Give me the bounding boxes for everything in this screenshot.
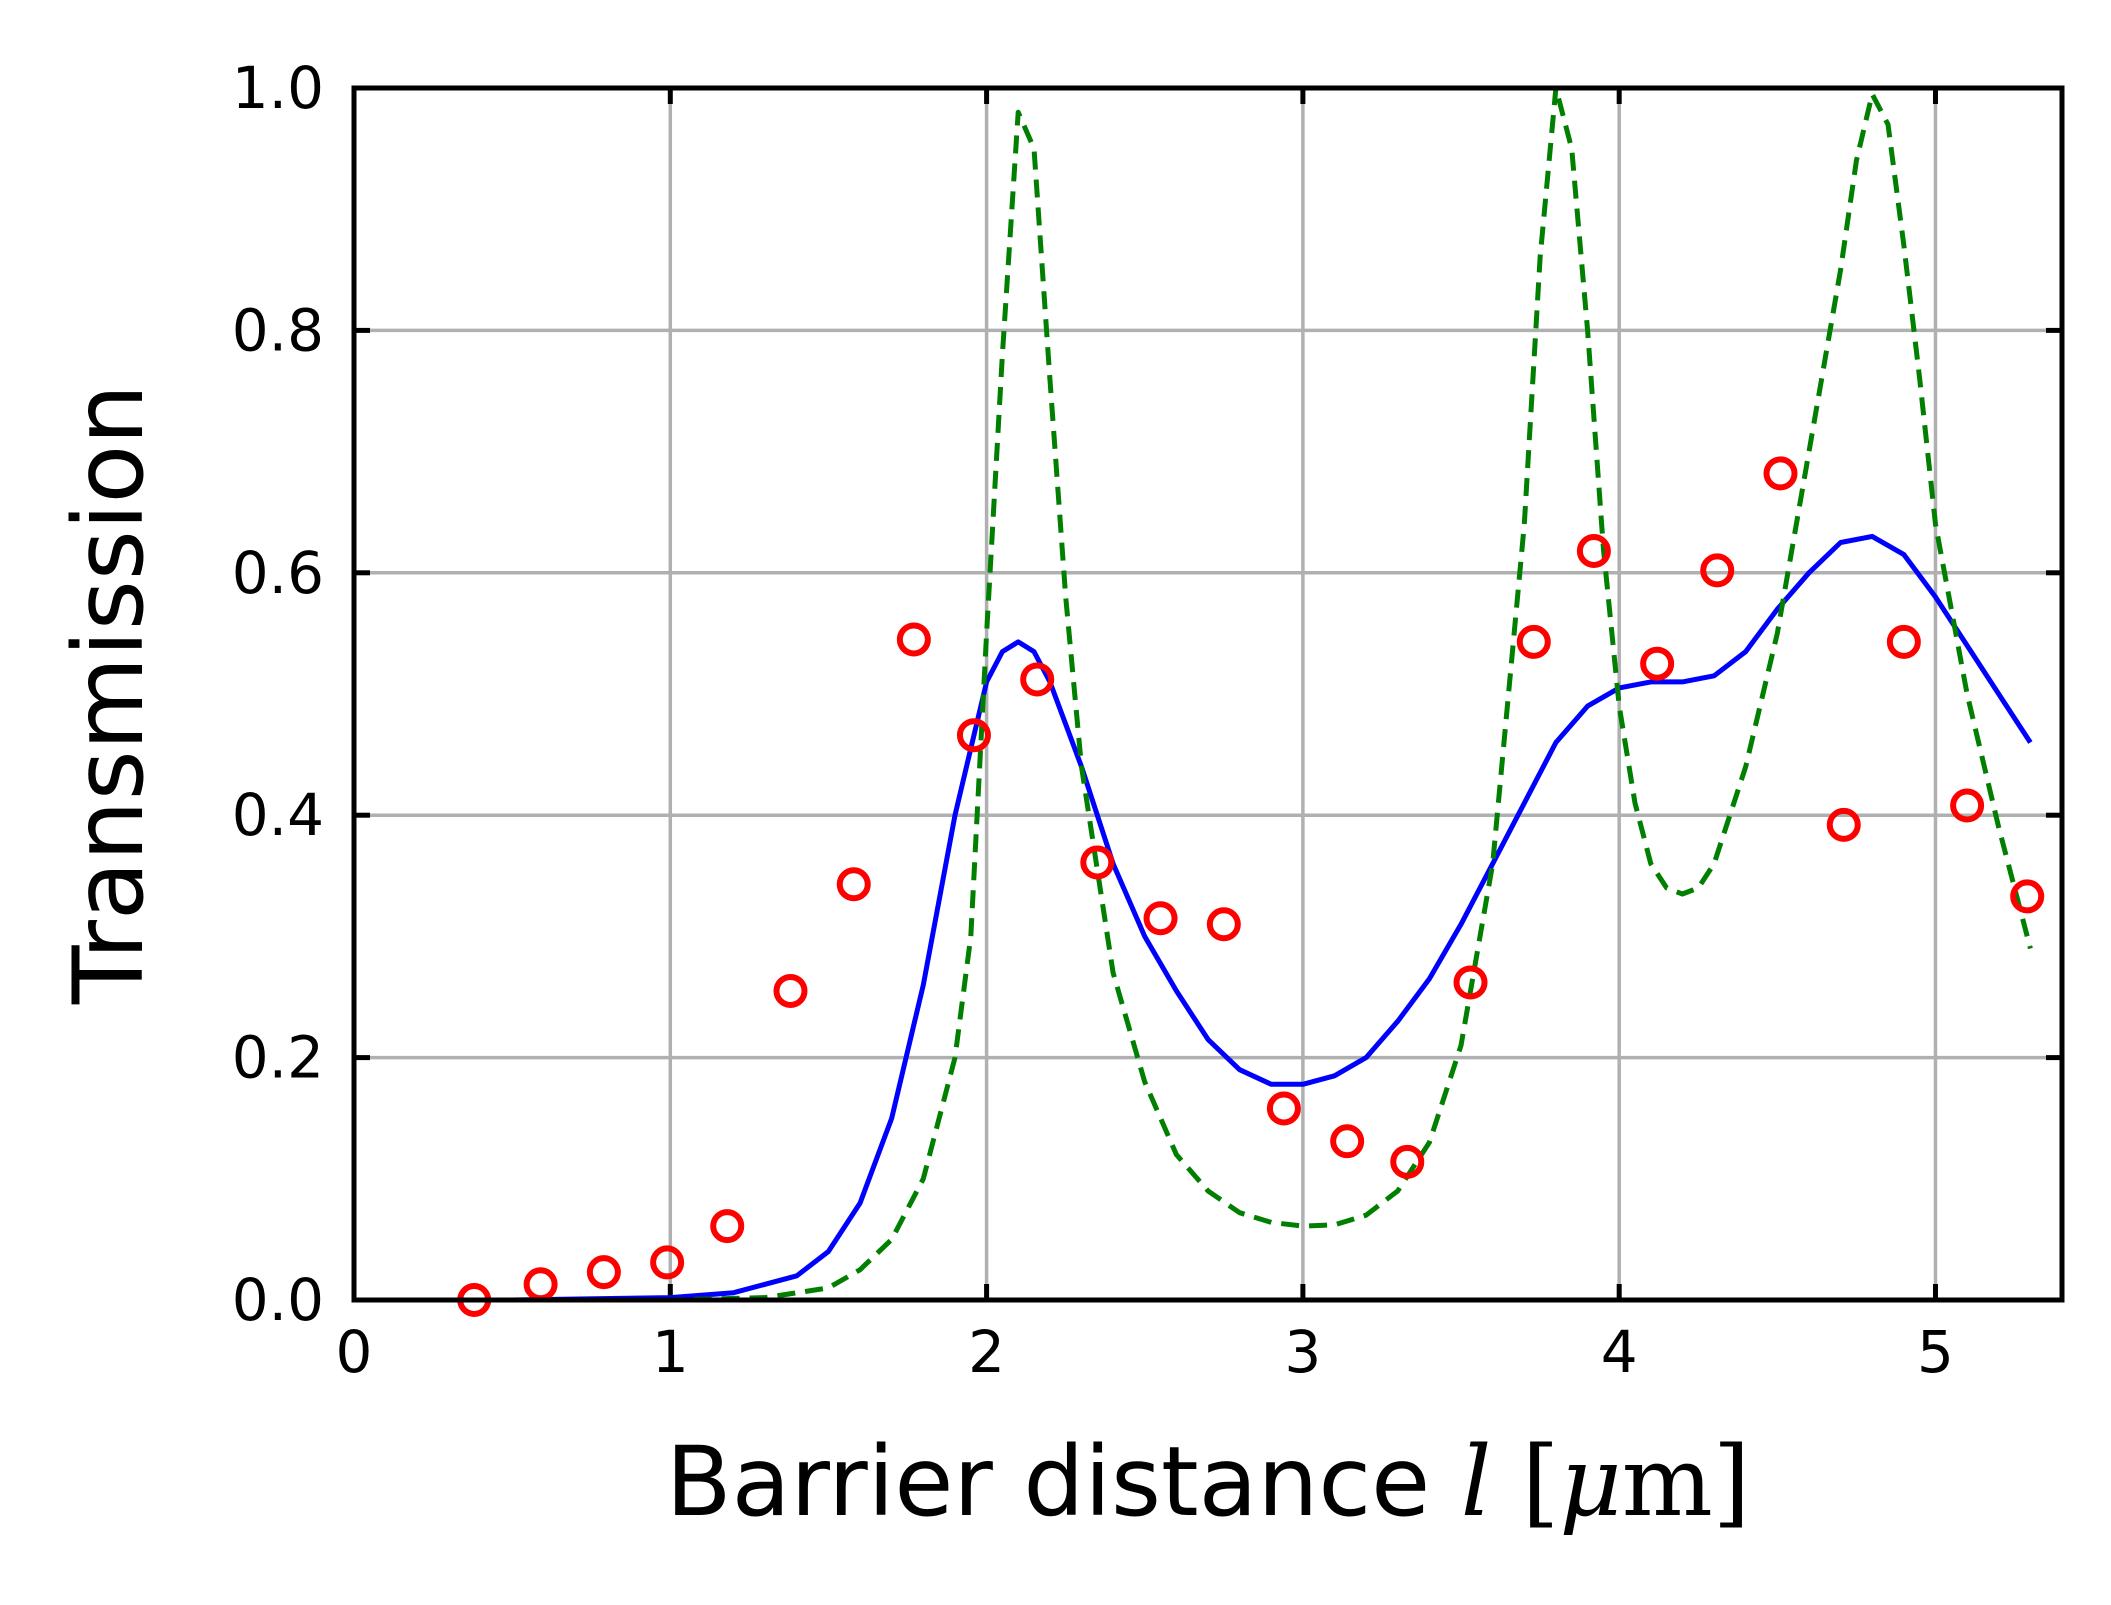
plot-frame (351, 85, 2065, 1303)
x-axis-unit-mu: μ (1559, 1426, 1621, 1538)
data-point-marker (1390, 1144, 1425, 1179)
data-point-marker (1576, 533, 1611, 568)
data-point-marker (1640, 646, 1675, 681)
y-tick-label: 0.6 (232, 539, 324, 607)
x-axis-label-text: Barrier distance (666, 1426, 1430, 1538)
y-tick-label: 1.0 (232, 54, 324, 122)
data-point-marker (586, 1255, 621, 1290)
data-point-marker (523, 1267, 558, 1302)
y-tick-label: 0.2 (232, 1024, 324, 1092)
data-point-marker (1453, 965, 1488, 1000)
data-point-marker (1826, 807, 1861, 842)
y-tick-label: 0.0 (232, 1266, 324, 1334)
x-tick-label: 0 (336, 1318, 373, 1386)
x-axis-label-symbol: l (1461, 1426, 1492, 1538)
x-axis-unit-m: m (1622, 1426, 1713, 1538)
data-point-marker (1330, 1124, 1365, 1159)
y-tick-label: 0.4 (232, 781, 324, 849)
data-point-marker (1020, 662, 1055, 697)
y-tick-label: 0.8 (232, 296, 324, 364)
x-tick-label: 3 (1284, 1318, 1321, 1386)
grid-lines (352, 86, 2062, 1302)
data-point-marker (1143, 901, 1178, 936)
data-point-marker (2010, 879, 2045, 914)
solid-series-line (385, 533, 2033, 1303)
dashed-series-line (385, 85, 2033, 1303)
x-axis-label: Barrier distance l [μm] (666, 1426, 1751, 1538)
data-point-marker (710, 1209, 745, 1244)
tick-labels: 0 1 2 3 4 5 0.0 0.2 0.4 0.6 0.8 1.0 (232, 54, 1954, 1386)
x-axis-unit-close: ] (1713, 1426, 1750, 1538)
data-point-marker (1950, 788, 1985, 823)
data-point-marker (836, 867, 871, 902)
data-point-marker (650, 1245, 685, 1280)
x-tick-label: 2 (968, 1318, 1005, 1386)
x-axis-unit-open: [ (1522, 1426, 1559, 1538)
x-tick-label: 1 (652, 1318, 689, 1386)
data-point-marker (1080, 845, 1115, 880)
x-tick-label: 4 (1601, 1318, 1638, 1386)
data-point-marker (1886, 624, 1921, 659)
data-point-marker (1516, 624, 1551, 659)
data-point-marker (773, 973, 808, 1008)
data-point-marker (896, 622, 931, 657)
data-point-marker (956, 718, 991, 753)
data-series (385, 85, 2045, 1317)
axis-ticks (351, 85, 2062, 1303)
data-point-marker (1266, 1091, 1301, 1126)
data-point-marker (1700, 553, 1735, 588)
y-axis-label: Transmission (53, 384, 165, 1005)
data-point-marker (1763, 456, 1798, 491)
x-tick-label: 5 (1917, 1318, 1954, 1386)
data-point-marker (1206, 907, 1241, 942)
